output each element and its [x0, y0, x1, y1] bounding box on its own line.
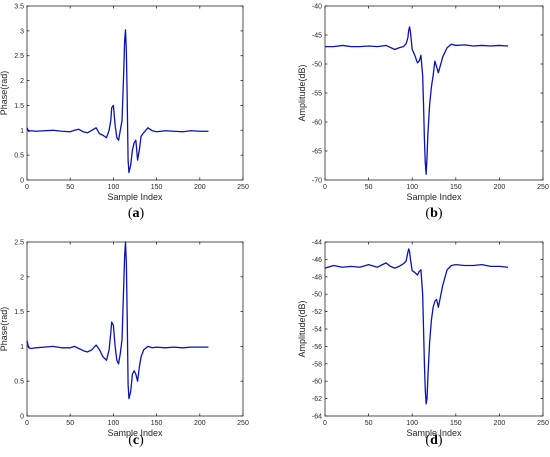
y-tick-label: -64: [312, 414, 322, 421]
y-tick-label: -65: [312, 149, 322, 156]
x-tick-label: 0: [323, 420, 327, 427]
x-axis-label: Sample Index: [406, 192, 462, 202]
y-tick-label: 0: [20, 178, 24, 185]
x-tick-label: 150: [151, 184, 163, 191]
y-tick-label: -56: [312, 344, 322, 351]
x-tick-label: 50: [66, 420, 74, 427]
y-axis-label: Amplitude(dB): [297, 64, 307, 121]
x-tick-label: 250: [537, 184, 549, 191]
plot-frame: [324, 5, 544, 181]
y-tick-label: 0: [20, 414, 24, 421]
plot-frame: [26, 5, 244, 181]
y-tick-label: -55: [312, 91, 322, 98]
x-tick-label: 50: [365, 420, 373, 427]
y-tick-label: -50: [312, 62, 322, 69]
chart-a: 0 50 100 150 200 250 0 0.5 1 1.5 2 2.5 3 3.5 Sample In…: [0, 4, 249, 222]
x-tick-label: 150: [450, 420, 462, 427]
x-tick-label: 250: [537, 420, 549, 427]
panel-caption: (b): [425, 206, 442, 221]
x-tick-label: 150: [151, 420, 163, 427]
y-tick-label: -50: [312, 292, 322, 299]
chart-c: 0 50 100 150 200 250 0 0.5 1 1.5 2 2.5 Sample Index P…: [0, 240, 249, 449]
y-tick-label: -44: [312, 240, 322, 247]
chart-d: 0 50 100 150 200 250 -64 -62 -60 -58 -56 -54 -52 -50 -…: [297, 240, 549, 449]
x-tick-label: 200: [494, 184, 506, 191]
y-tick-label: -70: [312, 178, 322, 185]
y-tick-label: 1: [20, 128, 24, 135]
chart-b: 0 50 100 150 200 250 -70 -65 -60 -55 -50 -45 -40 Samp…: [297, 4, 549, 222]
x-tick-label: 200: [494, 420, 506, 427]
y-tick-label: 0.5: [14, 379, 24, 386]
y-tick-label: 3: [20, 28, 24, 35]
y-tick-label: -52: [312, 309, 322, 316]
y-tick-label: -54: [312, 327, 322, 334]
y-tick-label: 1: [20, 344, 24, 351]
x-tick-label: 100: [108, 184, 120, 191]
y-tick-label: 3.5: [14, 4, 24, 11]
x-tick-label: 50: [365, 184, 373, 191]
plot-frame: [26, 241, 244, 417]
y-tick-label: -60: [312, 120, 322, 127]
y-axis-label: Amplitude(dB): [297, 300, 307, 357]
x-tick-label: 250: [237, 184, 249, 191]
y-tick-label: -62: [312, 396, 322, 403]
panel-caption: (d): [425, 433, 442, 448]
panel-caption: (a): [128, 206, 145, 221]
panel-caption: (c): [128, 433, 144, 448]
y-axis-label: Phase(rad): [0, 307, 9, 352]
y-tick-label: -40: [312, 4, 322, 11]
y-tick-label: 1.5: [14, 103, 24, 110]
y-tick-label: -60: [312, 379, 322, 386]
y-tick-label: -45: [312, 33, 322, 40]
y-tick-label: -46: [312, 257, 322, 264]
x-tick-label: 50: [66, 184, 74, 191]
y-tick-label: 0.5: [14, 153, 24, 160]
y-tick-label: 1.5: [14, 309, 24, 316]
series-line: [324, 248, 509, 405]
y-tick-label: 2.5: [14, 240, 24, 247]
x-tick-label: 100: [406, 184, 418, 191]
y-tick-label: 2.5: [14, 53, 24, 60]
x-tick-label: 200: [194, 420, 206, 427]
y-tick-label: -58: [312, 361, 322, 368]
x-tick-label: 0: [323, 184, 327, 191]
plot-frame: [324, 241, 544, 417]
series-line: [325, 26, 509, 175]
y-tick-label: 2: [20, 78, 24, 85]
x-tick-label: 100: [108, 420, 120, 427]
y-tick-label: 2: [20, 274, 24, 281]
series-line: [26, 29, 209, 174]
x-axis-label: Sample Index: [107, 428, 163, 438]
x-tick-label: 250: [237, 420, 249, 427]
y-tick-label: -48: [312, 274, 322, 281]
x-tick-label: 150: [450, 184, 462, 191]
series-line: [26, 241, 209, 400]
x-tick-label: 0: [25, 184, 29, 191]
x-tick-label: 200: [194, 184, 206, 191]
x-axis-label: Sample Index: [107, 192, 163, 202]
y-axis-label: Phase(rad): [0, 71, 9, 116]
x-tick-label: 0: [25, 420, 29, 427]
x-tick-label: 100: [406, 420, 418, 427]
x-axis-label: Sample Index: [406, 428, 462, 438]
